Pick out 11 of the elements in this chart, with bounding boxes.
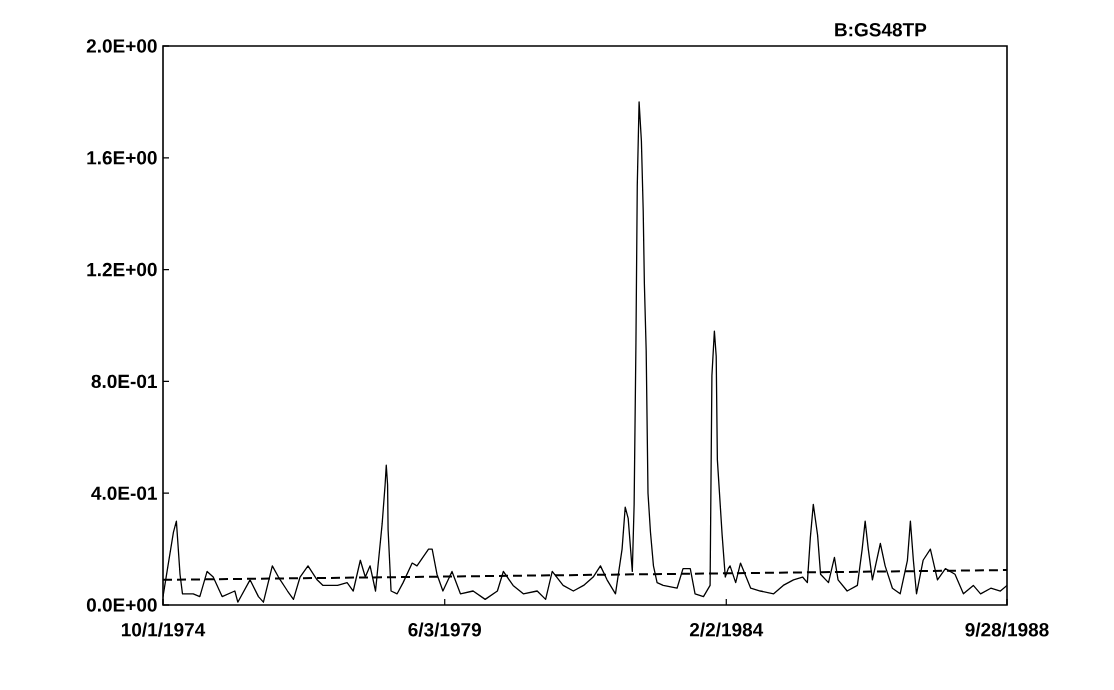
y-tick-label: 8.0E-01 [91, 374, 157, 389]
x-tick-label: 9/28/1988 [965, 622, 1049, 637]
x-tick-label: 2/2/1984 [689, 622, 764, 637]
y-tick-label: 4.0E-01 [91, 486, 157, 500]
y-tick-label: 0.0E+00 [86, 598, 157, 612]
y-tick-label: 1.6E+00 [87, 151, 157, 165]
y-tick-label: 1.2E+00 [87, 262, 157, 277]
x-tick-label: 6/3/1979 [408, 622, 481, 637]
x-tick-label: 10/1/1974 [121, 622, 206, 637]
chart-title: B:GS48TP [835, 23, 927, 37]
y-tick-label: 2.0E+00 [86, 39, 157, 53]
